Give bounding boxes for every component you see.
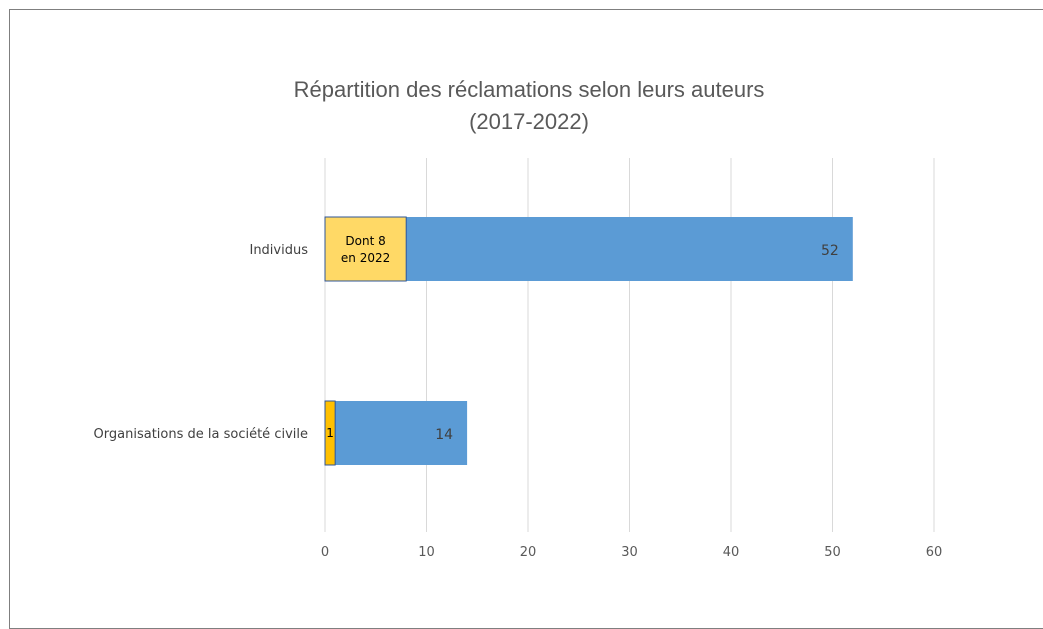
total-bar	[325, 217, 853, 281]
x-tick-label: 0	[321, 545, 329, 560]
x-tick-label: 20	[520, 545, 537, 560]
highlight-bar	[324, 216, 407, 282]
total-bar	[325, 401, 468, 465]
total-data-label: 52	[821, 243, 839, 259]
chart-frame: Répartition des réclamations selon leurs…	[9, 9, 1043, 629]
chart-title: Répartition des réclamations selon leurs…	[293, 77, 765, 102]
total-data-label: 14	[435, 427, 453, 443]
x-tick-label: 50	[824, 545, 841, 560]
category-label: Organisations de la société civile	[94, 427, 308, 442]
highlight-data-label: Dont 8 en 2022	[341, 234, 390, 265]
highlight-bar	[324, 400, 336, 466]
x-tick-label: 30	[621, 545, 638, 560]
x-tick-label: 60	[926, 545, 943, 560]
chart-subtitle: (2017-2022)	[469, 109, 589, 134]
category-label: Individus	[249, 243, 308, 258]
x-tick-label: 40	[723, 545, 740, 560]
x-tick-label: 10	[418, 545, 435, 560]
highlight-data-label: 1	[326, 426, 334, 440]
